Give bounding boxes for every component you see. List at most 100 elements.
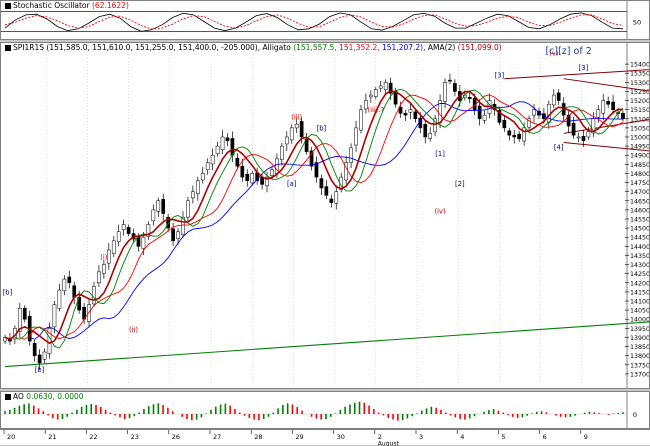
price-tick-label: 13950 [630, 326, 650, 333]
price-tick-label: 14750 [630, 180, 650, 187]
price-tick-label: 14450 [630, 235, 650, 242]
candle-body [92, 286, 95, 303]
price-tick-label: 14150 [630, 289, 650, 296]
candle-body [325, 187, 328, 196]
candle-body [518, 134, 521, 139]
wave-label: (i) [100, 254, 108, 262]
ama-line [5, 91, 623, 343]
candle-body [226, 138, 229, 141]
wave-label: (iv) [434, 207, 446, 215]
price-tick-label: 15150 [630, 107, 650, 114]
price-tick-label: 15050 [630, 125, 650, 132]
x-tick-label: 22 [89, 433, 97, 441]
wave-label: [b] [317, 124, 327, 132]
ao-chart: 0 [1, 392, 650, 429]
candle-body [127, 227, 130, 233]
x-tick-label: 30 [337, 433, 345, 441]
candle-body [572, 123, 575, 135]
candle-body [349, 148, 352, 163]
stochastic-header: Stochastic Oscillator (62.1622) [3, 1, 131, 11]
x-tick-label: 9 [584, 433, 588, 441]
ao-zero-label: 0 [633, 411, 637, 419]
ama-value: (151,099.0) [458, 43, 502, 52]
price-tick-label: 15400 [630, 62, 650, 69]
candle-body [251, 173, 254, 182]
price-tick-label: 14800 [630, 171, 650, 178]
price-chart: 1540015350153001525015200151501510015050… [1, 43, 650, 389]
x-tick-label: 29 [295, 433, 303, 441]
candle-body [152, 210, 155, 221]
candle-body [43, 352, 46, 359]
price-tick-label: 15000 [630, 135, 650, 142]
stochastic-marker-icon [5, 3, 11, 9]
candle-body [191, 192, 194, 198]
price-marker-icon [5, 45, 11, 51]
candle-body [354, 128, 357, 145]
x-tick-label: 3 [419, 433, 423, 441]
candle-body [577, 137, 580, 138]
candle-body [532, 110, 535, 115]
stochastic-pane: 50 Stochastic Oscillator (62.1622) [0, 0, 650, 40]
candle-body [102, 265, 105, 274]
price-symbol: SPI1R1S [13, 43, 44, 52]
candle-body [206, 163, 209, 170]
price-tick-label: 14350 [630, 253, 650, 260]
candle-body [607, 101, 610, 104]
candle-body [176, 232, 179, 239]
stoch-k-line [5, 13, 623, 32]
wave-label: [a] [287, 180, 297, 188]
price-tick-label: 13700 [630, 371, 650, 378]
candle-body [597, 110, 600, 118]
alligator-jaw-value: 151,207.2) [382, 43, 423, 52]
ao-header: AO 0.0630, 0.0000 [3, 392, 86, 402]
candle-body [379, 86, 382, 88]
price-tick-label: 14900 [630, 153, 650, 160]
price-tick-label: 14050 [630, 308, 650, 315]
price-tick-label: 14250 [630, 271, 650, 278]
price-tick-label: 14850 [630, 162, 650, 169]
candle-body [374, 90, 377, 97]
candle-body [513, 135, 516, 137]
candle-body [429, 133, 432, 138]
x-tick-label: 4 [460, 433, 464, 441]
price-tick-label: 15200 [630, 98, 650, 105]
candle-body [53, 305, 56, 327]
candle-body [503, 120, 506, 128]
x-tick-label: 23 [131, 433, 139, 441]
candle-body [443, 82, 446, 101]
wave-label: [4] [554, 144, 564, 152]
candle-body [330, 199, 333, 203]
candle-body [404, 113, 407, 115]
x-tick-label: 6 [543, 433, 547, 441]
price-tick-label: 14700 [630, 189, 650, 196]
ao-pane: 0 AO 0.0630, 0.0000 [0, 391, 650, 429]
x-tick-label: 28 [254, 433, 262, 441]
price-tick-label: 14400 [630, 244, 650, 251]
ao-values: 0.0630, 0.0000 [26, 392, 83, 401]
price-tick-label: 14500 [630, 226, 650, 233]
candle-body [508, 131, 511, 135]
wave-label: [1] [435, 150, 445, 158]
price-tick-label: 13800 [630, 353, 650, 360]
candle-body [453, 83, 456, 91]
long-trendline [5, 314, 650, 367]
price-tick-label: 14550 [630, 217, 650, 224]
candle-body [424, 124, 427, 137]
candle-body [320, 179, 323, 188]
candle-body [122, 224, 125, 229]
wave-label: (ii) [129, 326, 138, 334]
candle-body [216, 146, 219, 154]
x-tick-label: 5 [501, 433, 505, 441]
wave-label: [c][z] of 2 [545, 46, 591, 57]
candle-body [285, 137, 288, 144]
candle-body [186, 201, 189, 217]
candle-body [612, 102, 615, 110]
ao-marker-icon [5, 394, 11, 400]
candle-body [478, 106, 481, 119]
candle-body [117, 232, 120, 242]
wave-label: [2] [455, 180, 465, 188]
price-tick-label: 14200 [630, 280, 650, 287]
